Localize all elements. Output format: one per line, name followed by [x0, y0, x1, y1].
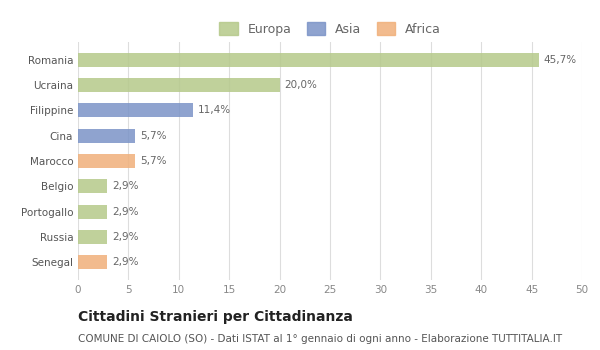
Text: 45,7%: 45,7%	[544, 55, 577, 65]
Bar	[78, 129, 136, 143]
Bar	[78, 78, 280, 92]
Text: 11,4%: 11,4%	[198, 105, 231, 116]
Text: 20,0%: 20,0%	[284, 80, 317, 90]
Text: 2,9%: 2,9%	[112, 257, 139, 267]
Text: 2,9%: 2,9%	[112, 232, 139, 242]
Legend: Europa, Asia, Africa: Europa, Asia, Africa	[214, 17, 446, 41]
Bar	[78, 154, 136, 168]
Bar	[78, 104, 193, 117]
Text: 5,7%: 5,7%	[140, 156, 167, 166]
Bar	[78, 53, 539, 67]
Bar	[78, 255, 107, 269]
Text: 2,9%: 2,9%	[112, 206, 139, 217]
Bar	[78, 205, 107, 218]
Text: Cittadini Stranieri per Cittadinanza: Cittadini Stranieri per Cittadinanza	[78, 310, 353, 324]
Text: COMUNE DI CAIOLO (SO) - Dati ISTAT al 1° gennaio di ogni anno - Elaborazione TUT: COMUNE DI CAIOLO (SO) - Dati ISTAT al 1°…	[78, 334, 562, 344]
Text: 5,7%: 5,7%	[140, 131, 167, 141]
Bar	[78, 179, 107, 193]
Bar	[78, 230, 107, 244]
Text: 2,9%: 2,9%	[112, 181, 139, 191]
